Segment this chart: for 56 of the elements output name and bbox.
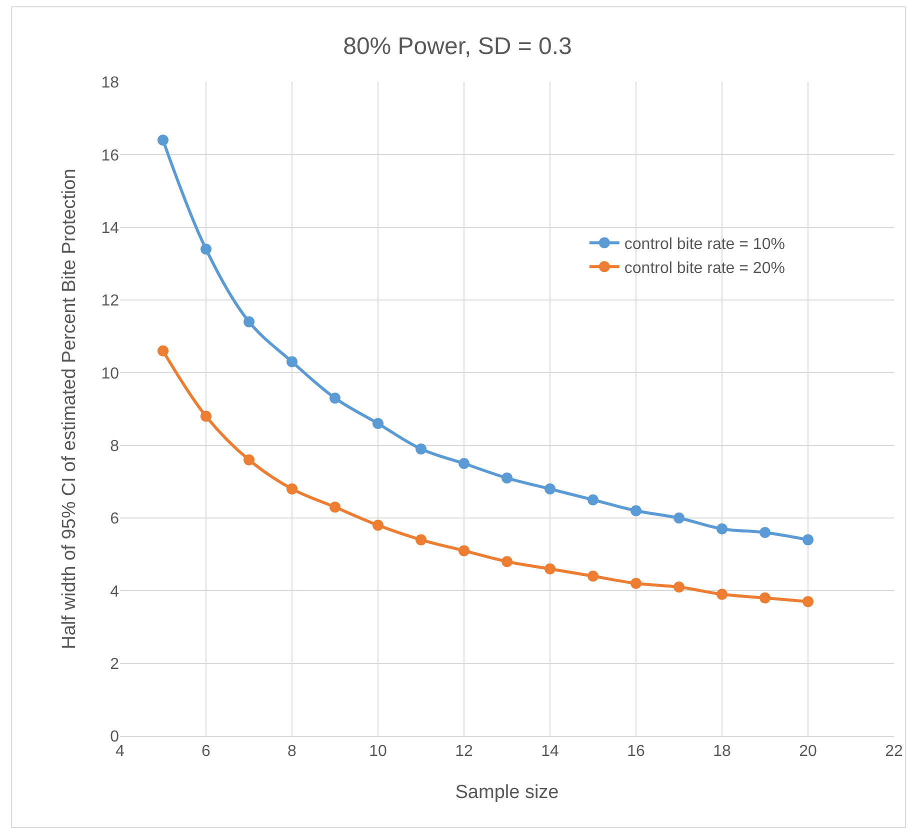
y-tick-label: 6: [110, 510, 120, 528]
chart-title: 80% Power, SD = 0.3: [343, 33, 572, 60]
point: [502, 556, 512, 568]
point: [158, 134, 168, 146]
point: [630, 505, 642, 516]
x-tick-label: 20: [799, 743, 817, 760]
point: [200, 410, 212, 422]
y-tick-label: 8: [110, 438, 120, 455]
y-tick-label: 12: [101, 292, 120, 310]
point: [286, 356, 298, 368]
point: [330, 392, 340, 404]
point: [544, 563, 556, 574]
x-tick-label: 8: [288, 743, 297, 760]
y-tick-label: 10: [101, 365, 120, 382]
point: [802, 534, 814, 546]
point: [630, 578, 642, 589]
x-tick-label: 14: [541, 743, 559, 760]
point: [588, 570, 598, 582]
point: [200, 244, 212, 255]
y-axis-title: Half width of 95% CI of estimated Percent Bite Protection: [59, 168, 80, 650]
x-tick-label: 12: [455, 743, 473, 760]
point: [372, 418, 384, 430]
x-tick-label: 22: [885, 743, 903, 760]
point: [674, 512, 684, 524]
point: [244, 316, 254, 328]
point: [674, 582, 684, 593]
point: [416, 443, 426, 454]
point: [372, 520, 384, 531]
x-tick-label: 6: [202, 743, 211, 760]
y-tick-label: 14: [101, 220, 120, 237]
point: [330, 502, 340, 513]
y-tick-label: 0: [110, 728, 120, 746]
point: [458, 458, 470, 469]
y-tick-label: 16: [101, 147, 120, 164]
point: [416, 534, 426, 546]
legend-label: control bite rate = 20%: [624, 260, 785, 277]
point: [760, 592, 770, 604]
point: [716, 523, 728, 534]
point: [544, 483, 556, 494]
point: [158, 345, 168, 356]
point: [802, 596, 814, 608]
point: [286, 483, 298, 494]
point: [716, 588, 728, 600]
legend-label: control bite rate = 10%: [624, 236, 785, 254]
point: [244, 454, 254, 466]
x-tick-label: 16: [627, 743, 645, 760]
point: [502, 472, 512, 484]
x-axis-title: Sample size: [455, 782, 559, 803]
point: [760, 527, 770, 538]
y-tick-label: 18: [101, 74, 120, 92]
y-tick-label: 4: [110, 583, 120, 600]
point: [588, 494, 598, 506]
x-tick-label: 10: [369, 743, 387, 760]
x-tick-label: 18: [713, 743, 731, 760]
y-tick-label: 2: [110, 656, 120, 673]
point: [458, 545, 470, 556]
